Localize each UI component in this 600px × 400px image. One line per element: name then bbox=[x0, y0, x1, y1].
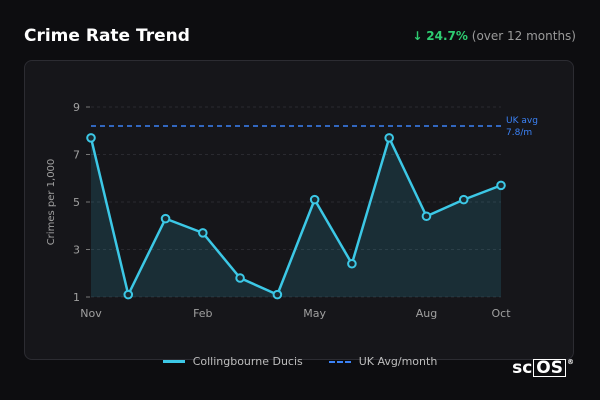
data-point-0 bbox=[86, 133, 96, 143]
change-note: (over 12 months) bbox=[471, 29, 576, 43]
y-tick-label-0: 1 bbox=[73, 291, 80, 304]
brand-reg-mark: ® bbox=[567, 358, 574, 366]
change-value: 24.7% bbox=[426, 29, 468, 43]
brand-logo: sc OS ® bbox=[512, 358, 574, 378]
data-point-3 bbox=[198, 228, 208, 238]
x-tick-label-1: Feb bbox=[193, 307, 212, 320]
x-tick-label-0: Nov bbox=[80, 307, 102, 320]
data-point-2 bbox=[160, 213, 171, 224]
chart-card bbox=[24, 60, 574, 360]
x-tick-label-3: Aug bbox=[416, 307, 437, 320]
reference-label-line2: 7.8/m bbox=[506, 128, 532, 138]
legend-label-series: Collingbourne Ducis bbox=[192, 355, 303, 368]
series-line bbox=[89, 136, 502, 296]
y-tick-label-3: 7 bbox=[73, 149, 80, 162]
legend-item-series[interactable]: Collingbourne Ducis bbox=[162, 355, 303, 368]
chart-title: Crime Rate Trend bbox=[24, 26, 190, 46]
data-point-5 bbox=[272, 289, 283, 300]
data-point-4 bbox=[235, 273, 245, 283]
brand-text-b: OS bbox=[533, 359, 566, 377]
data-point-1 bbox=[123, 289, 134, 300]
legend-swatch-series bbox=[162, 360, 185, 363]
data-point-11 bbox=[496, 180, 506, 191]
down-arrow-icon: ↓ bbox=[412, 29, 423, 43]
y-tick-label-2: 5 bbox=[73, 196, 80, 209]
legend-label-avg: UK Avg/month bbox=[358, 355, 438, 368]
legend: Collingbourne Ducis UK Avg/month bbox=[0, 355, 600, 368]
data-point-7 bbox=[347, 258, 357, 269]
y-axis-label: Crimes per 1,000 bbox=[46, 159, 57, 246]
reference-label-line1: UK avg bbox=[506, 116, 538, 126]
y-tick-label-1: 3 bbox=[73, 244, 80, 257]
data-point-6 bbox=[309, 194, 320, 205]
x-tick-label-4: Oct bbox=[491, 307, 511, 320]
data-point-9 bbox=[421, 211, 432, 222]
y-tick-label-4: 9 bbox=[73, 101, 80, 114]
data-point-8 bbox=[384, 133, 394, 143]
legend-swatch-avg bbox=[328, 360, 351, 363]
brand-text-a: sc bbox=[512, 358, 533, 378]
x-tick-label-2: May bbox=[303, 307, 326, 320]
legend-item-avg[interactable]: UK Avg/month bbox=[328, 355, 438, 368]
series-area bbox=[91, 137, 501, 297]
data-point-10 bbox=[458, 194, 469, 205]
change-summary: ↓ 24.7% (over 12 months) bbox=[412, 29, 576, 43]
